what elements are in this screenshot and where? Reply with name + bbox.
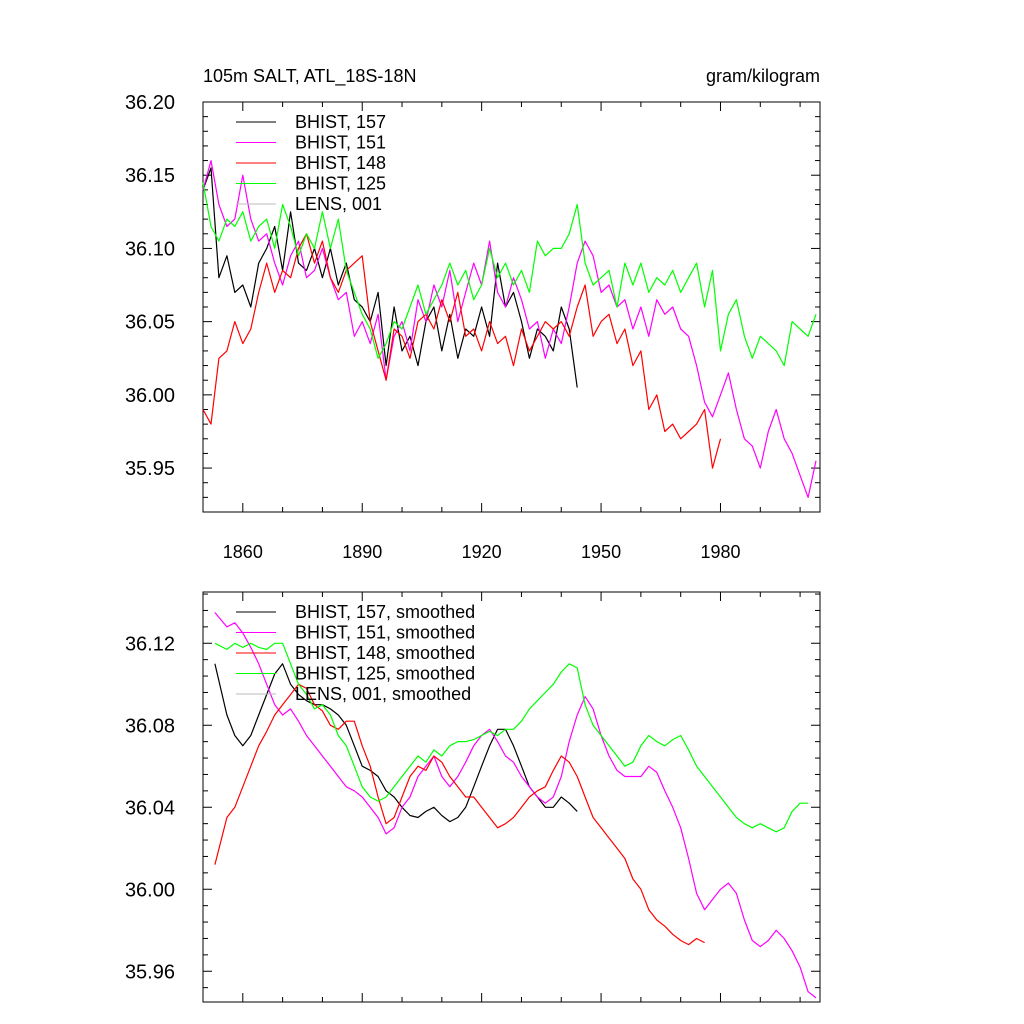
legend-label: BHIST, 157, smoothed <box>295 602 475 622</box>
series-line <box>202 160 817 498</box>
y-tick-label: 36.15 <box>125 165 175 187</box>
x-tick-label: 1980 <box>700 542 740 562</box>
legend-label: BHIST, 151 <box>295 133 386 153</box>
series-line <box>202 233 722 469</box>
y-tick-label: 36.12 <box>125 633 175 655</box>
top-panel-title-left: 105m SALT, ATL_18S-18N <box>203 66 416 87</box>
series-line <box>202 182 817 367</box>
series-line <box>214 683 705 946</box>
x-tick-label: 1890 <box>342 542 382 562</box>
y-tick-label: 36.05 <box>125 312 175 334</box>
series-line <box>214 612 817 999</box>
legend-label: BHIST, 125 <box>295 174 386 194</box>
legend-label: LENS, 001 <box>295 194 382 214</box>
y-tick-label: 36.00 <box>125 385 175 407</box>
legend-label: BHIST, 148, smoothed <box>295 643 475 663</box>
y-tick-label: 35.96 <box>125 961 175 983</box>
series-line <box>202 167 578 388</box>
bottom-smoothed-panel: 35.96 36.00 36.04 36.08 36.12 BHIST, 157, smo… <box>125 591 821 1003</box>
series-line <box>214 663 578 823</box>
top-salinity-panel: 105m SALT, ATL_18S-18N gram/kilogram 186… <box>125 66 821 562</box>
series-line <box>214 642 809 833</box>
legend-label: BHIST, 148 <box>295 153 386 173</box>
y-tick-label: 36.10 <box>125 238 175 260</box>
top-panel-title-right: gram/kilogram <box>706 66 820 86</box>
legend-label: BHIST, 151, smoothed <box>295 623 475 643</box>
x-tick-label: 1950 <box>581 542 621 562</box>
y-tick-label: 36.20 <box>125 92 175 114</box>
plot-frame <box>202 591 821 1003</box>
legend-label: BHIST, 125, smoothed <box>295 664 475 684</box>
y-tick-label: 36.08 <box>125 715 175 737</box>
legend-label: BHIST, 157 <box>295 112 386 132</box>
legend-label: LENS, 001, smoothed <box>295 684 471 704</box>
x-tick-label: 1920 <box>462 542 502 562</box>
y-tick-label: 36.00 <box>125 879 175 901</box>
x-tick-label: 1860 <box>223 542 263 562</box>
y-tick-label: 36.04 <box>125 797 175 819</box>
y-tick-label: 35.95 <box>125 458 175 480</box>
